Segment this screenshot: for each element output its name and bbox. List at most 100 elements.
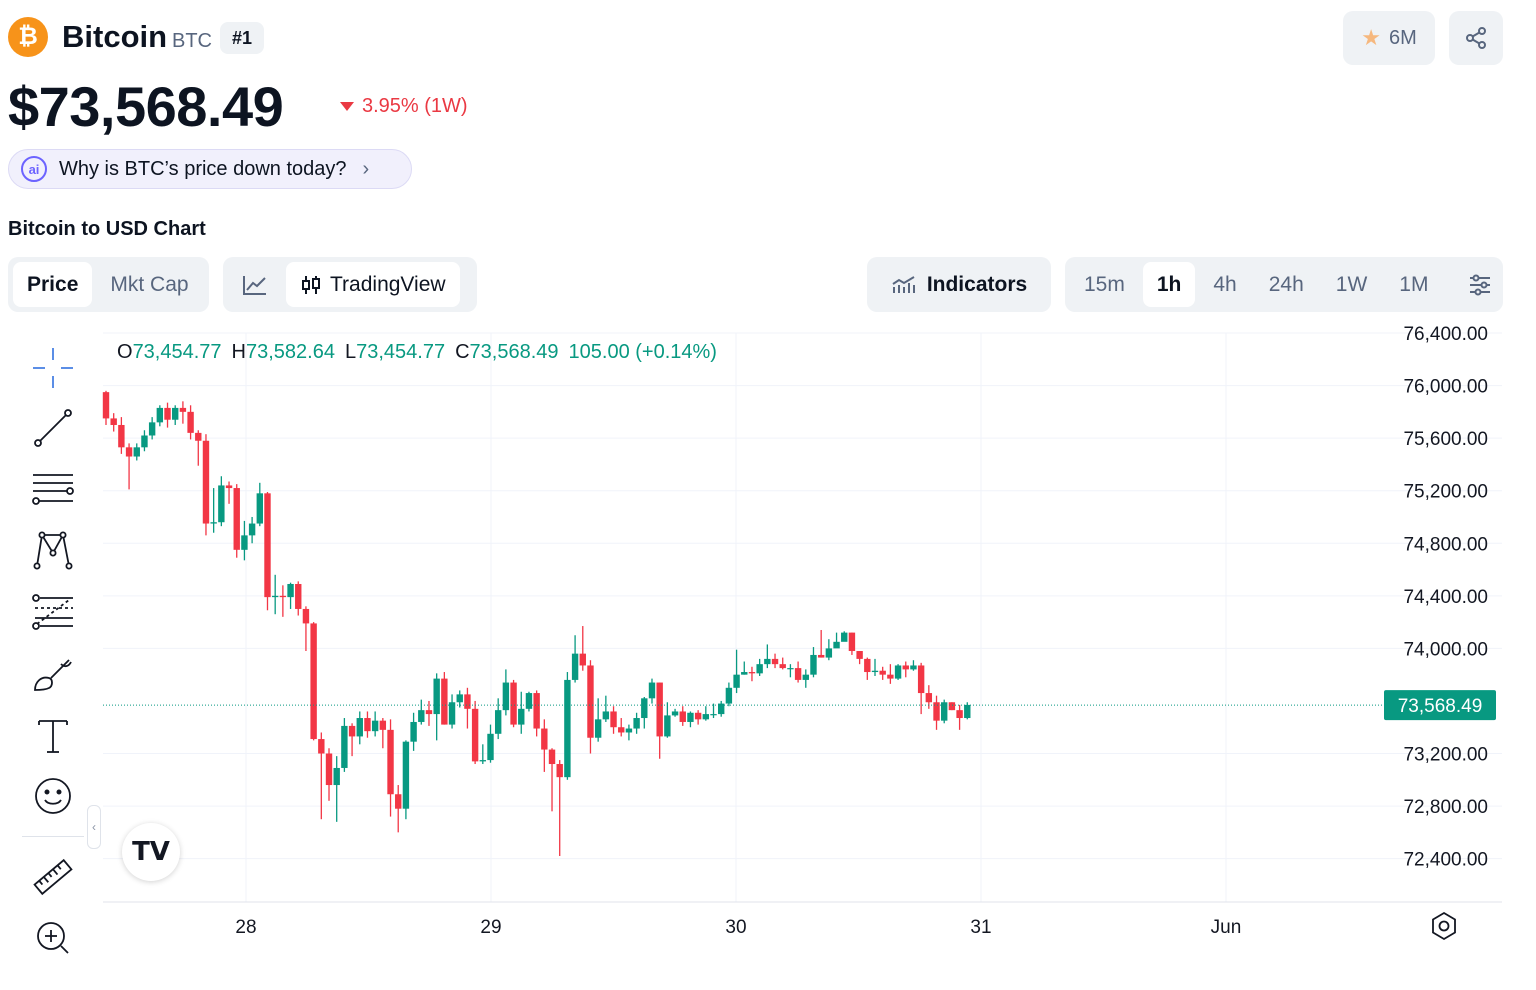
candle-body [402, 741, 410, 809]
candle-body [264, 493, 271, 598]
tradingview-button[interactable]: TradingView [286, 262, 460, 307]
watchlist-button[interactable]: ★ 6M [1343, 11, 1435, 65]
candle-body [325, 753, 333, 786]
tradingview-logo[interactable]: TV [122, 823, 180, 881]
candle-body [479, 760, 487, 762]
fib-tool[interactable] [30, 589, 76, 635]
candle-body [418, 710, 425, 722]
candle-body [302, 608, 310, 624]
candle-body [348, 725, 356, 737]
x-tick-label: 29 [480, 917, 501, 938]
candle-body [894, 665, 902, 679]
interval-1m[interactable]: 1M [1399, 272, 1429, 296]
candle-body [471, 708, 479, 762]
candle-body [764, 658, 771, 665]
trend-line-icon [34, 409, 72, 447]
candle-body [425, 710, 433, 715]
candle-body [941, 702, 948, 721]
ohlc-open: 73,454.77 [132, 341, 222, 363]
collapse-toolbar-button[interactable]: ‹ [87, 805, 101, 849]
ohlc-high-key: H [231, 341, 246, 363]
candle-body [864, 658, 871, 673]
candle-body [533, 693, 540, 729]
candle-body [233, 488, 240, 550]
indicators-label: Indicators [926, 272, 1028, 296]
candle-body [641, 698, 648, 719]
star-icon: ★ [1361, 25, 1381, 50]
price-change-value: 3.95% (1W) [362, 95, 468, 117]
line-chart-button[interactable] [228, 262, 282, 307]
ai-question-button[interactable]: ai Why is BTC’s price down today? › [8, 149, 412, 189]
emoji-tool[interactable] [30, 773, 76, 819]
candle-body [210, 522, 217, 524]
interval-4h[interactable]: 4h [1213, 272, 1237, 296]
horizontal-lines-tool[interactable] [30, 466, 76, 512]
x-tick-label: 28 [235, 917, 256, 938]
candle-body [279, 595, 287, 598]
candle-body [518, 708, 525, 725]
candle-body [587, 665, 594, 738]
candle-body [933, 702, 940, 721]
settings-sliders-icon [1470, 274, 1491, 295]
candle-body [395, 794, 402, 809]
candle-body [779, 664, 786, 669]
bitcoin-logo-icon: ₿ [8, 17, 48, 57]
y-tick-label: 73,200.00 [1403, 745, 1488, 766]
trend-line-tool[interactable] [30, 405, 76, 451]
brush-tool[interactable] [30, 651, 76, 697]
down-triangle-icon [340, 102, 354, 111]
tab-market-cap[interactable]: Mkt Cap [110, 272, 189, 296]
y-tick-label: 75,600.00 [1403, 429, 1488, 450]
indicators-button[interactable]: Indicators [867, 257, 1051, 312]
candle-body [179, 407, 187, 412]
candle-body [548, 749, 556, 765]
candle-body [787, 668, 794, 670]
crosshair-tool[interactable] [30, 345, 76, 391]
chart-settings-button[interactable] [1458, 262, 1502, 307]
candle-body [494, 710, 502, 734]
candle-body [195, 432, 202, 441]
candle-body [841, 632, 848, 642]
candle-body [687, 712, 694, 722]
chevron-right-icon: › [362, 157, 370, 180]
candle-body [771, 658, 779, 665]
interval-15m[interactable]: 15m [1084, 272, 1125, 296]
line-chart-icon [243, 275, 266, 295]
ai-question-label: Why is BTC’s price down today? [59, 157, 347, 180]
candle-body [110, 418, 117, 425]
y-tick-label: 75,200.00 [1403, 482, 1488, 503]
candle-body [618, 727, 625, 733]
candle-body [571, 653, 579, 680]
candle-body [902, 665, 909, 670]
interval-1w[interactable]: 1W [1335, 272, 1368, 296]
candle-body [948, 702, 956, 711]
text-tool[interactable] [30, 713, 76, 759]
candle-body [833, 641, 840, 649]
crosshair-icon [33, 348, 73, 388]
tab-price[interactable]: Price [13, 262, 93, 307]
candle-body [794, 668, 802, 680]
current-price-tag [1384, 690, 1496, 721]
candle-body [125, 447, 133, 457]
current-price: $73,568.49 [8, 75, 284, 138]
candle-body [825, 648, 833, 658]
candle-body [148, 422, 156, 436]
interval-1h[interactable]: 1h [1142, 262, 1196, 307]
chart-gear-button[interactable] [1426, 908, 1462, 944]
y-tick-label: 72,400.00 [1403, 850, 1488, 871]
candle-body [625, 728, 633, 733]
ruler-tool[interactable] [30, 855, 76, 901]
candle-body [810, 654, 817, 675]
candle-body [225, 485, 233, 489]
zoom-in-icon [37, 922, 69, 954]
candle-body [848, 632, 856, 652]
ohlc-low-key: L [344, 341, 357, 363]
interval-24h[interactable]: 24h [1268, 272, 1304, 296]
candle-body [248, 523, 256, 536]
candle-body [102, 392, 110, 419]
zoom-in-tool[interactable] [30, 915, 76, 961]
y-tick-label: 76,400.00 [1403, 324, 1488, 345]
share-button[interactable] [1449, 11, 1503, 65]
pattern-tool[interactable] [30, 527, 76, 573]
